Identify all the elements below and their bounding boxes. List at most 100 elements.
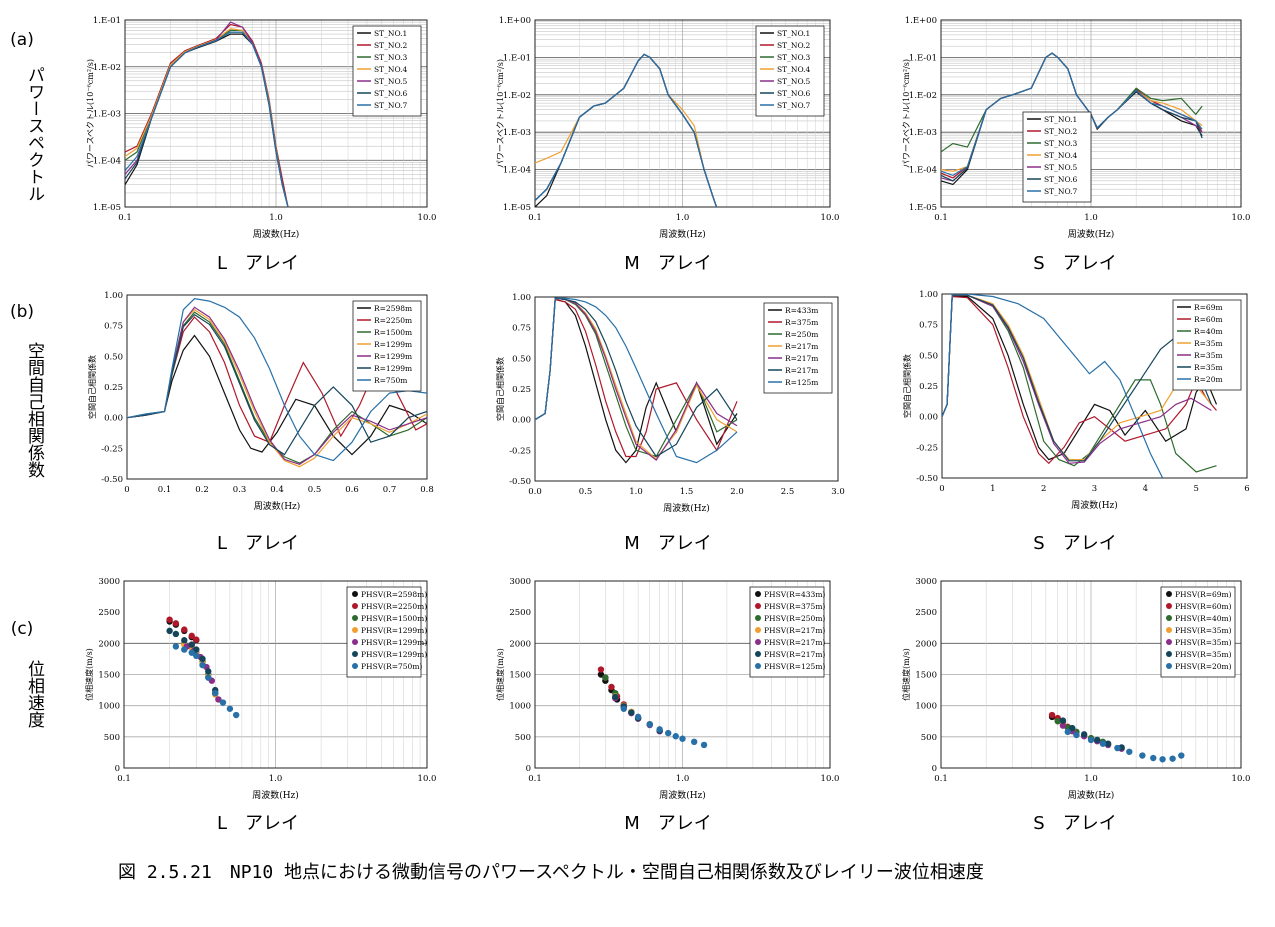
- x-axis-label: 周波数(Hz): [1068, 228, 1115, 240]
- data-point-6: [1104, 740, 1112, 747]
- plot-frame: [126, 294, 428, 480]
- legend-label: R=69m: [1194, 303, 1223, 312]
- y-tick-label: 1.E+00: [905, 16, 937, 26]
- legend-swatch: [1166, 591, 1172, 597]
- data-point-7: [1073, 731, 1080, 739]
- x-tick-label: 0.8: [420, 485, 434, 495]
- legend-label: R=20m: [1194, 375, 1223, 384]
- x-tick-label: 0: [939, 484, 944, 494]
- x-tick-label: 1.0: [269, 774, 283, 784]
- chart-a-L: 1.E-05 1.E-04 1.E-03 1.E-02 1.E-01 0.1 1.0 10.0…: [86, 16, 436, 240]
- y-tick-label: 2000: [915, 639, 937, 649]
- plot-frame: [940, 580, 1242, 769]
- legend-box: [352, 25, 422, 117]
- x-tick-label: 3: [1092, 484, 1097, 494]
- series-line-6: [535, 297, 738, 458]
- y-tick-label: 0.50: [919, 351, 938, 361]
- data-point-7: [1064, 728, 1071, 736]
- data-point-5: [215, 696, 222, 703]
- data-point-7: [634, 713, 642, 721]
- y-tick-label: 1500: [915, 671, 937, 681]
- legend-swatch: [352, 603, 358, 609]
- y-axis-label: 空間自己相関係数: [87, 355, 97, 419]
- x-axis-label: 周波数(Hz): [252, 789, 299, 801]
- x-tick-label: 6: [1244, 484, 1249, 494]
- series-line-6: [127, 313, 427, 456]
- legend-label: R=35m: [1194, 363, 1223, 372]
- y-tick-label: 1.E-04: [909, 166, 937, 176]
- series-line-7: [125, 31, 289, 207]
- y-tick-label: 1.E-04: [503, 166, 531, 176]
- series-line-4: [942, 294, 1212, 461]
- y-axis-label: パワースペクトル(10⁻⁶cm²/s): [902, 59, 911, 168]
- data-point-7: [212, 690, 219, 697]
- x-tick-label: 2: [1041, 484, 1046, 494]
- legend-label: ST_NO.7: [777, 101, 811, 110]
- legend-swatch: [352, 615, 358, 621]
- x-tick-label: 0.1: [528, 774, 542, 784]
- chart-a-S: 1.E-05 1.E-04 1.E-03 1.E-02 1.E-01 1.E+00 0.1 1…: [902, 16, 1250, 240]
- data-point-7: [1087, 736, 1095, 744]
- chart-b-L: -0.50 -0.25 0.00 0.25 0.50 0.75 1.00 0 0.1 0.2 0.3…: [87, 291, 434, 512]
- legend-box: [755, 25, 825, 117]
- series-line-7: [535, 297, 738, 464]
- data-point-6: [1069, 724, 1076, 732]
- x-axis-label: 周波数(Hz): [253, 228, 300, 240]
- y-tick-label: -0.25: [916, 443, 938, 453]
- legend-label: PHSV(R=69m): [1175, 590, 1232, 599]
- data-point-3: [602, 674, 609, 681]
- legend-label: R=375m: [785, 318, 818, 327]
- data-point-7: [1150, 754, 1157, 762]
- series-group: [941, 52, 1203, 186]
- data-point-6: [199, 655, 206, 663]
- y-tick-label: 3000: [915, 577, 937, 587]
- y-tick-label: 1.00: [919, 290, 938, 300]
- legend-swatch: [755, 639, 761, 645]
- data-point-7: [690, 738, 698, 746]
- series-group: [125, 21, 289, 207]
- x-tick-label: 0.2: [195, 485, 209, 495]
- panels: 1.E-051.E-041.E-031.E-021.E-010.1 1.0 10.0…: [84, 16, 1250, 801]
- chart-b-S: -0.50 -0.25 0.00 0.25 0.50 0.75 1.00 0 1 2 3 4 5 6 周波数…: [902, 290, 1250, 511]
- legend-label: ST_NO.7: [374, 101, 408, 110]
- series-group: [1048, 711, 1185, 763]
- legend-box: [749, 586, 825, 678]
- legend-swatch: [1166, 615, 1172, 621]
- legend-label: ST_NO.2: [374, 41, 408, 50]
- y-tick-label: 1.E-01: [909, 53, 937, 63]
- array-label-M-c: M アレイ: [624, 813, 712, 834]
- legend-swatch: [755, 651, 761, 657]
- y-tick-label: 1500: [98, 671, 120, 681]
- x-tick-label: 1.0: [1084, 213, 1098, 223]
- legend-box: [352, 300, 422, 392]
- data-point-7: [700, 741, 708, 749]
- legend-label: PHSV(R=125m): [764, 662, 825, 671]
- legend-label: ST_NO.5: [777, 77, 811, 86]
- plot-frame: [941, 293, 1248, 479]
- x-tick-label: 0.1: [934, 774, 948, 784]
- data-point-7: [193, 652, 200, 659]
- data-point-7: [679, 735, 686, 742]
- data-point-6: [181, 637, 188, 644]
- legend-label: R=750m: [374, 376, 407, 385]
- x-tick-label: 0.4: [270, 485, 284, 495]
- chart-a-M: 1.E-05 1.E-04 1.E-03 1.E-02 1.E-01 1.E+00 0.1 1…: [496, 16, 839, 240]
- array-label-L-a: L アレイ: [217, 253, 299, 274]
- series-line-5: [535, 53, 718, 207]
- x-tick-label: 0.0: [528, 487, 542, 497]
- x-tick-label: 0: [124, 485, 129, 495]
- y-tick-label: 0: [526, 764, 531, 774]
- y-tick-label: 0.75: [512, 324, 531, 334]
- legend-label: R=217m: [785, 342, 818, 351]
- y-tick-label: 2500: [915, 608, 937, 618]
- y-tick-label: 2000: [98, 639, 120, 649]
- series-line-2: [942, 295, 1217, 465]
- x-axis-label: 周波数(Hz): [1071, 499, 1118, 511]
- y-tick-label: 1.E-05: [503, 203, 531, 213]
- y-tick-label: 1.E-05: [909, 203, 937, 213]
- legend-label: R=1299m: [374, 352, 412, 361]
- series-line-1: [535, 298, 738, 464]
- series-line-3: [535, 53, 718, 207]
- x-tick-label: 1.0: [676, 774, 690, 784]
- legend-label: PHSV(R=217m): [764, 650, 825, 659]
